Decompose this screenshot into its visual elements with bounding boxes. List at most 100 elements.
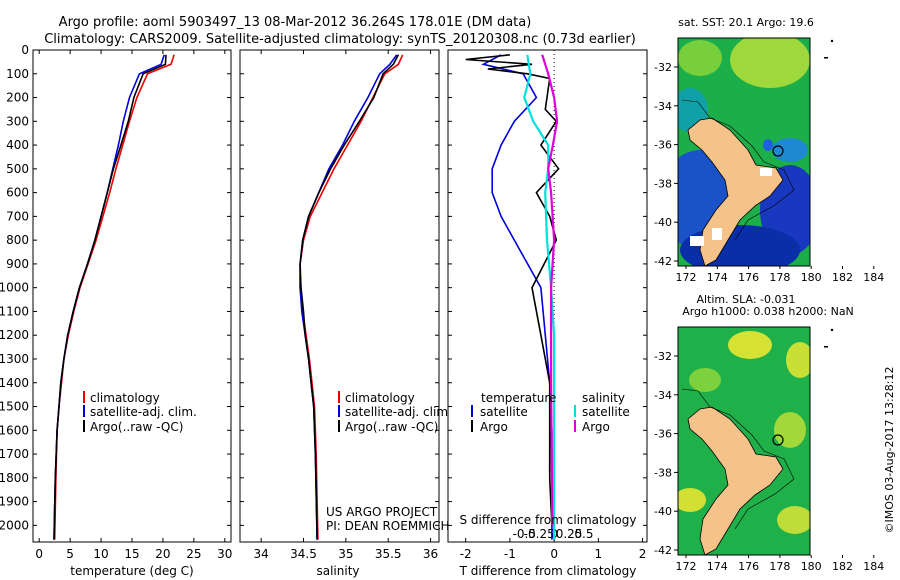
- lon-tick-label: 176: [738, 560, 759, 573]
- temperature-lines: [53, 54, 175, 540]
- s-tick-label: -0.25: [524, 527, 555, 541]
- lat-tick-label: -36: [654, 428, 672, 441]
- legend-title-temperature: temperature: [481, 391, 556, 405]
- lon-tick-label: 172: [676, 560, 697, 573]
- lat-tick-label: -36: [654, 139, 672, 152]
- sst-map-frame: [677, 37, 811, 267]
- s-tick-label: -0.5: [513, 527, 536, 541]
- depth-tick-label: 1100: [0, 304, 29, 318]
- sst-map-axes: 172 174 176 178 180 182 184 -32 -34 -36 -38 -40 -42: [654, 61, 884, 284]
- depth-tick-label: 1000: [0, 281, 29, 295]
- lon-tick-label: 172: [676, 271, 697, 284]
- x-tick-label: -1: [504, 547, 516, 561]
- imos-credit: ©IMOS 03-Aug-2017 13:28:12: [883, 367, 896, 534]
- x-tick-label: 1: [595, 547, 603, 561]
- depth-tick-label: 400: [6, 138, 29, 152]
- x-tick-label: 35: [338, 547, 353, 561]
- salinity-difference-label: S difference from climatology: [460, 513, 637, 527]
- depth-tick-label: 200: [6, 91, 29, 105]
- project-note-line2: PI: DEAN ROEMMICH: [326, 519, 449, 533]
- x-tick-label: 0: [550, 547, 558, 561]
- salinity-axes-frame: [239, 49, 440, 543]
- x-tick-label: 36: [423, 547, 438, 561]
- legend-label-argo: Argo(..raw -QC): [90, 420, 183, 434]
- lon-tick-label: 174: [707, 271, 728, 284]
- legend-label-climatology: climatology: [345, 391, 415, 405]
- temperature-axis-label: temperature (deg C): [70, 564, 193, 578]
- lon-tick-label: 184: [863, 560, 884, 573]
- depth-tick-label: 2000: [0, 518, 29, 532]
- sla-map-frame: [677, 326, 811, 556]
- lat-tick-label: -32: [654, 350, 672, 363]
- temperature-difference-label: T difference from climatology: [459, 564, 637, 578]
- legend-label-satellite: satellite-adj. clim.: [345, 405, 452, 419]
- header-title-line2: Climatology: CARS2009. Satellite-adjuste…: [44, 32, 636, 47]
- legend-label-satellite: satellite-adj. clim.: [90, 405, 197, 419]
- depth-tick-label: 500: [6, 162, 29, 176]
- lon-tick-label: 178: [769, 271, 790, 284]
- lon-tick-label: 178: [769, 560, 790, 573]
- lat-tick-label: -38: [654, 466, 672, 479]
- sla-map-axes: 172 174 176 178 180 182 184 -32 -34 -36 -38 -40 -42: [654, 350, 884, 573]
- legend-title-salinity: salinity: [582, 391, 625, 405]
- lat-tick-label: -40: [654, 216, 672, 229]
- legend-label-climatology: climatology: [90, 391, 160, 405]
- x-tick-label: 2: [639, 547, 647, 561]
- salinity-axis: 34 34.5 35 35.5 36: [240, 49, 439, 561]
- sla-map: Altim. SLA: -0.031 Argo h1000: 0.038 h20…: [654, 293, 884, 573]
- s-tick-label: 0.5: [574, 527, 593, 541]
- salinity-lines: [299, 54, 404, 540]
- difference-axes-frame: [447, 49, 648, 543]
- lat-tick-label: -32: [654, 61, 672, 74]
- depth-tick-label: 1200: [0, 328, 29, 342]
- x-tick-label: 34: [254, 547, 269, 561]
- depth-tick-label: 1800: [0, 471, 29, 485]
- x-tick-label: 35.5: [375, 547, 402, 561]
- lat-tick-label: -34: [654, 100, 672, 113]
- x-tick-label: -2: [460, 547, 472, 561]
- salinity-axis-label: salinity: [316, 564, 359, 578]
- depth-tick-label: 300: [6, 114, 29, 128]
- legend-label-temp-argo: Argo: [480, 420, 508, 434]
- salinity-legend: climatology satellite-adj. clim. Argo(..…: [338, 391, 452, 434]
- depth-axis: 0 100 200 300 400 500 600 700 800 900 1000 1100 1200…: [0, 43, 231, 532]
- depth-tick-label: 900: [6, 257, 29, 271]
- x-tick-label: 34.5: [290, 547, 317, 561]
- lat-tick-label: -38: [654, 177, 672, 190]
- argo-float-marker: [772, 145, 784, 157]
- new-zealand-landmass: [687, 406, 784, 555]
- depth-tick-label: 1600: [0, 423, 29, 437]
- sst-field: [678, 38, 810, 266]
- lat-tick-label: -34: [654, 389, 672, 402]
- depth-tick-label: 800: [6, 233, 29, 247]
- sla-field: [678, 327, 810, 555]
- new-zealand-landmass: [687, 117, 784, 266]
- lat-tick-label: -42: [654, 544, 672, 557]
- lat-tick-label: -40: [654, 505, 672, 518]
- temperature-axis: 0 5 10 15 20 25 30: [35, 50, 232, 561]
- legend-label-sal-satellite: satellite: [582, 405, 630, 419]
- x-tick-label: 15: [124, 547, 139, 561]
- sla-map-title-line2: Argo h1000: 0.038 h2000: NaN: [682, 305, 854, 318]
- series-line: [299, 54, 400, 540]
- x-tick-label: 0: [35, 547, 43, 561]
- lon-tick-label: 174: [707, 560, 728, 573]
- depth-tick-label: 700: [6, 209, 29, 223]
- depth-tick-label: 0: [21, 43, 29, 57]
- x-tick-label: 25: [186, 547, 201, 561]
- depth-tick-label: 1500: [0, 400, 29, 414]
- depth-tick-label: 600: [6, 186, 29, 200]
- sst-map: sat. SST: 20.1 Argo: 19.6 172 174 176 178 18…: [654, 16, 884, 284]
- series-line: [465, 54, 560, 526]
- lon-tick-label: 182: [832, 560, 853, 573]
- x-tick-label: 30: [217, 547, 232, 561]
- temperature-axes-frame: [32, 49, 232, 543]
- s-tick-label: 0.25: [556, 527, 583, 541]
- depth-tick-label: 1700: [0, 447, 29, 461]
- lon-tick-label: 184: [863, 271, 884, 284]
- lon-tick-label: 180: [801, 560, 822, 573]
- depth-tick-label: 100: [6, 67, 29, 81]
- depth-tick-label: 1900: [0, 495, 29, 509]
